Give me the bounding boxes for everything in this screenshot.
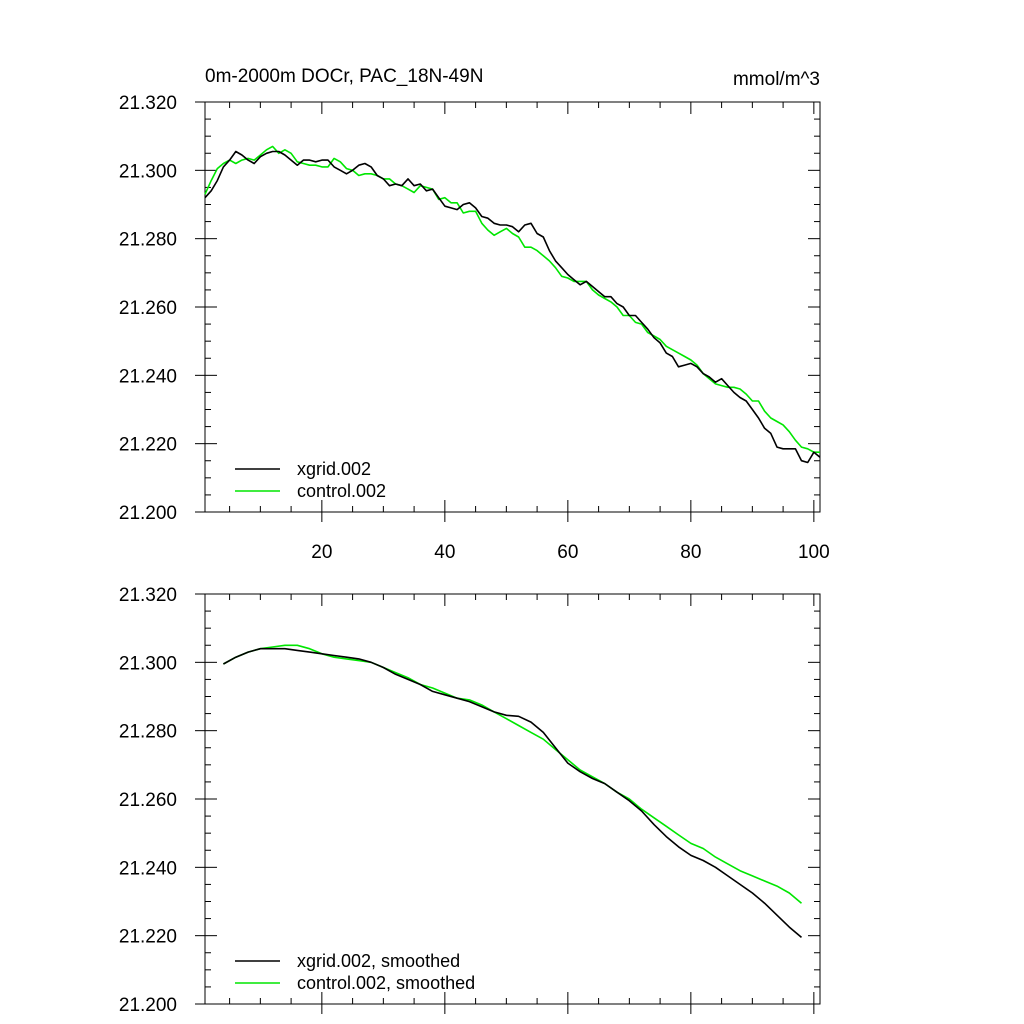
y-tick-label: 21.200: [119, 503, 177, 524]
y-tick-label: 21.320: [119, 585, 177, 606]
axis-ticks: 21.200 21.220 21.240 21.260 21.280 21.300 21.3…: [119, 93, 830, 563]
series-line-0: [204, 150, 821, 464]
x-tick-label: 40: [434, 542, 455, 563]
x-tick-label: 100: [798, 542, 830, 563]
series-line-1: [223, 644, 803, 904]
axis-ticks: 21.200 21.220 21.240 21.260 21.280 21.300 21.3…: [119, 585, 820, 1016]
x-tick-label: 60: [557, 542, 578, 563]
plot-frame: [204, 101, 821, 513]
y-tick-label: 21.200: [119, 995, 177, 1016]
plot-frame: [204, 593, 821, 1005]
y-tick-label: 21.260: [119, 790, 177, 811]
y-tick-label: 21.240: [119, 366, 177, 387]
x-tick-label: 80: [680, 542, 701, 563]
y-tick-label: 21.320: [119, 93, 177, 114]
y-tick-label: 21.300: [119, 653, 177, 674]
y-tick-label: 21.300: [119, 161, 177, 182]
y-tick-label: 21.240: [119, 858, 177, 879]
bottom-panel: 21.200 21.220 21.240 21.260 21.280 21.300 21.3…: [119, 585, 821, 1016]
chart-title: 0m-2000m DOCr, PAC_18N-49N: [205, 66, 483, 87]
series-layer: [204, 145, 821, 464]
legend-label: control.002: [297, 481, 386, 501]
series-line-1: [204, 145, 820, 454]
series-layer: [223, 644, 803, 939]
y-tick-label: 21.260: [119, 298, 177, 319]
y-tick-label: 21.220: [119, 927, 177, 948]
top-panel: 0m-2000m DOCr, PAC_18N-49N mmol/m^3 21.2…: [119, 66, 830, 563]
legend-label: xgrid.002, smoothed: [297, 951, 460, 971]
y-tick-label: 21.280: [119, 722, 177, 743]
legend-label: control.002, smoothed: [297, 973, 475, 993]
x-tick-label: 20: [311, 542, 332, 563]
units-label: mmol/m^3: [733, 69, 820, 90]
y-tick-label: 21.220: [119, 435, 177, 456]
series-line-0: [223, 647, 803, 939]
legend-label: xgrid.002: [297, 459, 371, 479]
y-tick-label: 21.280: [119, 230, 177, 251]
